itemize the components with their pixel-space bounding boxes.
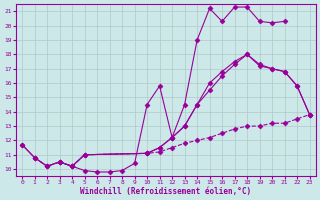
X-axis label: Windchill (Refroidissement éolien,°C): Windchill (Refroidissement éolien,°C) (80, 187, 252, 196)
